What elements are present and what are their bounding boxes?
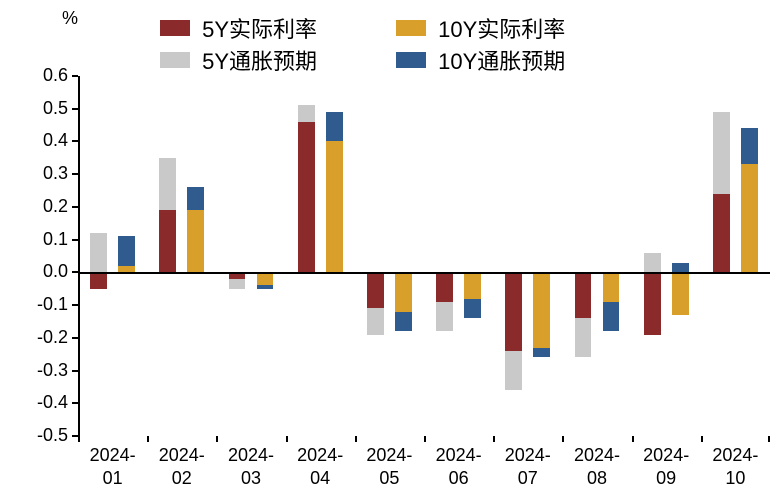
bar-10y-real <box>672 272 689 315</box>
x-tick <box>216 436 218 442</box>
y-tick-label: 0.3 <box>0 163 68 184</box>
legend-label-10y-infl: 10Y通胀预期 <box>438 49 565 74</box>
legend-5y-infl: 5Y通胀预期 <box>160 44 317 76</box>
bar-10y-infl <box>118 236 135 265</box>
y-tick-label: -0.2 <box>0 327 68 348</box>
y-tick <box>72 206 78 208</box>
plot-area <box>78 76 770 436</box>
bar-5y-real <box>159 210 176 272</box>
y-tick-label: 0.0 <box>0 261 68 282</box>
y-tick <box>72 75 78 77</box>
y-tick-label: -0.4 <box>0 392 68 413</box>
y-tick <box>72 337 78 339</box>
bar-5y-infl <box>505 351 522 390</box>
chart-container: % 5Y实际利率 10Y实际利率 5Y通胀预期 10Y通胀预期 -0.5 -0.4… <box>0 0 782 504</box>
bar-5y-real <box>713 194 730 273</box>
bar-5y-real <box>367 272 384 308</box>
bar-5y-infl <box>436 302 453 331</box>
bar-5y-infl <box>644 253 661 273</box>
legend-swatch-5y-real <box>160 20 190 36</box>
y-tick <box>72 402 78 404</box>
x-tick <box>562 436 564 442</box>
y-tick <box>72 304 78 306</box>
y-axis-unit: % <box>62 8 78 29</box>
bar-10y-real <box>187 210 204 272</box>
bar-10y-real <box>395 272 412 311</box>
x-tick <box>147 436 149 442</box>
bar-5y-infl <box>90 233 107 272</box>
bar-5y-infl <box>229 279 246 289</box>
bar-10y-real <box>603 272 620 301</box>
x-tick-label: 2024- 05 <box>355 444 423 489</box>
bar-10y-infl <box>257 285 274 288</box>
bar-5y-infl <box>575 318 592 357</box>
y-tick-label: -0.5 <box>0 425 68 446</box>
x-tick-label: 2024- 01 <box>79 444 147 489</box>
y-tick <box>72 239 78 241</box>
y-tick <box>72 140 78 142</box>
y-tick <box>72 370 78 372</box>
x-tick <box>78 436 80 442</box>
bar-10y-real <box>741 164 758 272</box>
legend-swatch-10y-real <box>396 20 426 36</box>
legend-swatch-5y-infl <box>160 52 190 68</box>
x-tick-label: 2024- 06 <box>425 444 493 489</box>
x-tick-label: 2024- 07 <box>494 444 562 489</box>
x-tick <box>286 436 288 442</box>
y-axis-line <box>78 76 80 436</box>
bar-5y-infl <box>713 112 730 194</box>
x-tick-label: 2024- 04 <box>286 444 354 489</box>
zero-line <box>78 272 770 274</box>
y-tick-label: -0.3 <box>0 360 68 381</box>
x-tick <box>701 436 703 442</box>
bar-10y-infl <box>326 112 343 141</box>
bar-10y-infl <box>672 263 689 273</box>
bar-5y-infl <box>298 105 315 121</box>
bar-5y-real <box>644 272 661 334</box>
bar-10y-infl <box>395 312 412 332</box>
bar-10y-infl <box>741 128 758 164</box>
y-tick <box>72 108 78 110</box>
bar-10y-real <box>118 266 135 273</box>
bar-10y-real <box>464 272 481 298</box>
bar-10y-infl <box>603 302 620 331</box>
y-tick <box>72 271 78 273</box>
legend-label-10y-real: 10Y实际利率 <box>438 17 565 42</box>
bar-10y-infl <box>533 348 550 358</box>
bar-10y-infl <box>187 187 204 210</box>
x-tick-label: 2024- 10 <box>701 444 769 489</box>
y-tick-label: 0.1 <box>0 229 68 250</box>
x-tick-label: 2024- 09 <box>632 444 700 489</box>
y-tick-label: -0.1 <box>0 294 68 315</box>
legend-5y-real: 5Y实际利率 <box>160 12 317 44</box>
legend-label-5y-infl: 5Y通胀预期 <box>202 49 317 74</box>
x-tick-label: 2024- 03 <box>217 444 285 489</box>
y-tick <box>72 173 78 175</box>
x-tick <box>355 436 357 442</box>
bar-5y-infl <box>159 158 176 210</box>
bar-5y-infl <box>367 308 384 334</box>
x-tick-label: 2024- 08 <box>563 444 631 489</box>
bar-5y-real <box>505 272 522 351</box>
y-tick-label: 0.5 <box>0 98 68 119</box>
legend-swatch-10y-infl <box>396 52 426 68</box>
x-tick <box>632 436 634 442</box>
legend-10y-real: 10Y实际利率 <box>396 12 565 44</box>
y-tick-label: 0.2 <box>0 196 68 217</box>
x-tick <box>768 436 770 442</box>
bar-10y-real <box>326 141 343 272</box>
bar-5y-real <box>575 272 592 318</box>
bar-5y-real <box>436 272 453 301</box>
x-tick-label: 2024- 02 <box>148 444 216 489</box>
bar-5y-real <box>298 122 315 273</box>
x-tick <box>493 436 495 442</box>
x-tick <box>424 436 426 442</box>
bar-10y-real <box>533 272 550 347</box>
legend-10y-infl: 10Y通胀预期 <box>396 44 565 76</box>
y-tick-label: 0.4 <box>0 130 68 151</box>
y-tick-label: 0.6 <box>0 65 68 86</box>
bar-10y-infl <box>464 299 481 319</box>
legend-label-5y-real: 5Y实际利率 <box>202 17 317 42</box>
bar-5y-real <box>90 272 107 288</box>
